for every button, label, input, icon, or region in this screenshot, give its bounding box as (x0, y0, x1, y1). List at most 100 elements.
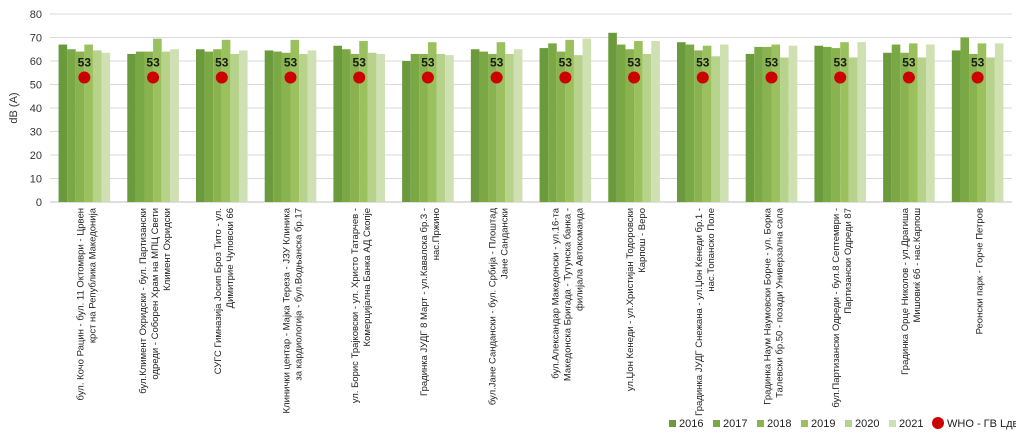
bar-2017-7 (479, 51, 489, 202)
x-category-label-line: крст на Република Македонија (87, 207, 98, 343)
bar-2016-5 (333, 45, 343, 202)
x-category-label-line: Градинка ЈУДГ 8 Март - ул.Кавалска бр.3 … (419, 208, 430, 396)
who-marker (421, 71, 434, 84)
bar-2017-8 (548, 43, 557, 202)
x-category-label-line: Градинка Наум Наумовски Борче - ул. Борк… (763, 207, 774, 404)
x-category-label-line: Македонска Бригада - Тутунска банка - (562, 208, 573, 381)
who-marker (834, 71, 847, 84)
bar-2016-13 (883, 52, 892, 203)
legend-label-2017: 2017 (723, 418, 747, 430)
who-data-label: 53 (559, 55, 573, 69)
who-marker (147, 71, 160, 84)
who-data-label: 53 (215, 55, 229, 69)
bar-2016-2 (127, 53, 136, 203)
who-marker (284, 71, 297, 84)
x-category-label: бул.Александар Македонски - ул.16-таМаке… (550, 207, 585, 381)
x-category-label-line: ул. Борис Трајковски - ул. Христо Татарч… (350, 208, 361, 403)
legend-label-2020: 2020 (855, 418, 879, 430)
legend-label-2018: 2018 (767, 418, 791, 430)
x-category-label-line: филијала Автокоманда (574, 207, 585, 311)
bar-2021-6 (445, 55, 454, 202)
bar-2016-9 (608, 32, 617, 202)
bar-2021-10 (719, 44, 729, 202)
who-marker (353, 71, 366, 84)
x-category-label-line: Градинка ЈУДГ Снежана - ул.Џон Кенеди бр… (694, 208, 705, 416)
x-category-label-line: Клинички центар - Мајка Тереза - ЈЗУ Кли… (282, 207, 293, 413)
y-tick-label: 40 (30, 103, 42, 115)
legend-label-2016: 2016 (679, 418, 703, 430)
who-data-label: 53 (421, 55, 435, 69)
who-data-label: 53 (78, 55, 92, 69)
bar-2020-1 (92, 50, 102, 202)
bar-2020-2 (161, 51, 171, 202)
who-data-label: 53 (902, 55, 916, 69)
chart-legend: 2016 2017 2018 2019 2020 2021 WHO - ГВ Lдвн dB… (669, 417, 1016, 430)
who-marker (490, 71, 503, 84)
legend-swatch-2018 (757, 420, 764, 427)
x-category-label-line: бул.Јане Сандански - бул. Србија - Плошт… (488, 208, 499, 406)
bar-2018-2 (144, 51, 154, 202)
who-data-label: 53 (146, 55, 160, 69)
y-tick-label: 0 (36, 197, 42, 209)
bar-2017-10 (685, 44, 695, 202)
legend-label-who: WHO - ГВ Lдвн dB(A) (947, 418, 1016, 430)
x-category-label: бул.Климент Охридски - бул. Партизанскио… (138, 208, 173, 394)
bar-2017-3 (204, 51, 214, 202)
bar-2018-5 (350, 53, 360, 203)
bar-2020-12 (848, 57, 858, 202)
bar-2016-6 (402, 61, 411, 202)
legend-swatch-2021 (889, 420, 896, 427)
bar-2021-9 (651, 41, 660, 203)
bar-2019-10 (702, 45, 712, 202)
x-category-label-line: нас.Пржино (431, 208, 442, 260)
bar-2017-2 (135, 51, 145, 202)
x-category-label: бул.Партизански Одреди - бул.8 Септември… (831, 208, 854, 408)
bar-2021-14 (994, 43, 1004, 202)
bar-2016-10 (676, 42, 686, 203)
legend-swatch-2016 (669, 420, 676, 427)
who-data-label: 53 (696, 55, 710, 69)
reference-markers: 53 53 53 53 53 53 53 53 53 53 53 53 53 53 (78, 55, 985, 84)
x-category-label: бул.Јане Сандански - бул. Србија - Плошт… (488, 208, 511, 406)
bar-2020-4 (299, 53, 308, 203)
bar-2017-9 (616, 44, 626, 202)
legend-swatch-2017 (713, 420, 720, 427)
bar-2019-12 (840, 42, 849, 203)
x-category-label: Клинички центар - Мајка Тереза - ЈЗУ Кли… (282, 207, 305, 413)
bar-2021-2 (170, 49, 179, 202)
x-category-label: Реонски парк - Горче Петров (975, 208, 986, 334)
bar-2019-1 (84, 44, 93, 202)
bar-2021-13 (926, 44, 935, 202)
bar-2016-12 (814, 45, 824, 202)
bar-2016-14 (951, 50, 961, 202)
bar-2017-12 (823, 46, 832, 203)
bar-2021-11 (788, 45, 798, 202)
bar-2019-9 (634, 41, 643, 203)
chart-gridlines (50, 13, 1012, 203)
x-category-label-line: Климент Охридски (162, 208, 173, 291)
bar-2020-11 (780, 57, 789, 202)
bar-2017-4 (273, 51, 282, 202)
bar-2017-13 (891, 44, 901, 202)
bar-2017-1 (67, 49, 76, 202)
x-category-label-line: Карпош - Веро (637, 208, 648, 273)
who-data-label: 53 (627, 55, 641, 69)
bar-2019-6 (427, 42, 437, 203)
x-category-label-line: бул.Климент Охридски - бул. Партизански (138, 208, 149, 394)
bar-2021-1 (101, 52, 111, 203)
who-data-label: 53 (971, 55, 985, 69)
who-data-label: 53 (490, 55, 504, 69)
bar-2017-11 (754, 46, 763, 203)
y-tick-label: 30 (30, 127, 42, 139)
x-category-label-line: бул.Александар Македонски - ул.16-та (550, 207, 561, 378)
x-category-label-line: Партизански Одреди 87 (843, 208, 854, 314)
bar-2018-6 (419, 53, 428, 203)
bar-2019-5 (359, 41, 368, 203)
bar-2018-3 (213, 49, 222, 202)
bar-2016-4 (264, 50, 274, 202)
legend-swatch-who (932, 417, 944, 429)
bar-2021-8 (582, 38, 592, 202)
who-data-label: 53 (765, 55, 779, 69)
bar-2016-11 (745, 53, 755, 203)
x-category-label-line: СУГС Гимназија Јосип Броз Тито - ул. (213, 208, 224, 374)
